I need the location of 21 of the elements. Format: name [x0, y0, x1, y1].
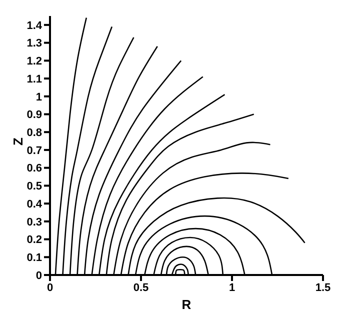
y-tick-label: 0.6 [26, 162, 42, 175]
y-tick-label: 0.3 [26, 216, 42, 228]
y-tick-label: 0.5 [26, 180, 42, 193]
y-tick-label: 1.4 [26, 20, 43, 32]
x-tick-label: 0.5 [133, 282, 149, 294]
x-tick-label: 0 [46, 282, 54, 294]
y-tick-label: 0.8 [26, 127, 42, 140]
y-axis-title: Z [10, 138, 26, 146]
y-tick-label: 0.4 [26, 198, 43, 210]
y-tick-label: 1 [36, 91, 42, 104]
x-axis-title: R [182, 297, 192, 312]
y-tick-label: 0.2 [26, 234, 42, 246]
y-tick-label: 0.7 [26, 144, 42, 157]
x-tick-label: 1 [228, 282, 236, 294]
y-tick-label: 0 [36, 270, 42, 282]
x-tick-label: 1.5 [315, 282, 331, 294]
y-tick-label: 1.2 [26, 56, 42, 68]
y-tick-label: 0.1 [26, 252, 42, 264]
y-tick-label: 0.9 [26, 109, 42, 122]
y-tick-label: 1.1 [26, 73, 42, 86]
y-tick-label: 1.3 [26, 38, 42, 50]
